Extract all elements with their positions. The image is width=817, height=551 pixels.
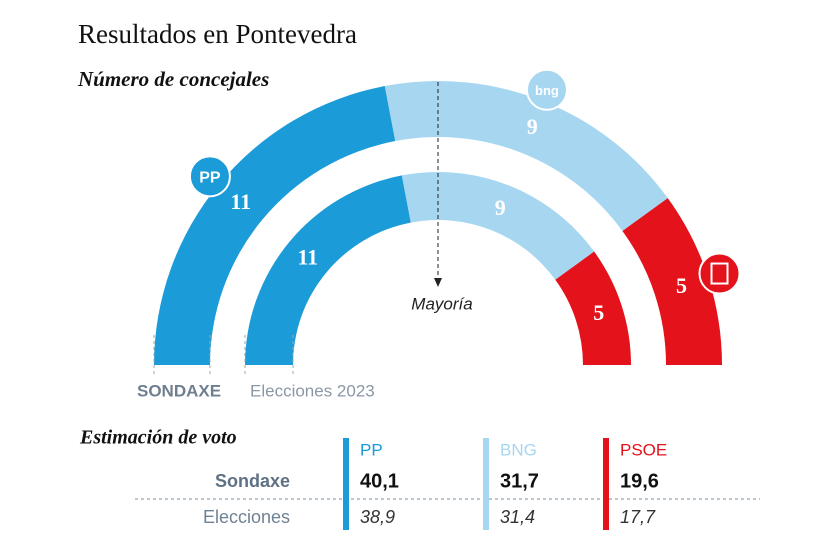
column-bar (343, 438, 349, 530)
seat-label: 11 (297, 244, 318, 269)
vote-value: 17,7 (620, 507, 656, 527)
row-label: Elecciones (203, 507, 290, 527)
column-header: BNG (500, 440, 537, 459)
majority-arrow (434, 278, 442, 287)
column-bar (603, 438, 609, 530)
row-label: Sondaxe (215, 471, 290, 491)
seat-label: 9 (527, 114, 538, 139)
party-logo-text: bng (535, 83, 559, 98)
column-bar (483, 438, 489, 530)
party-logo (525, 68, 568, 111)
seat-label: 9 (495, 195, 506, 220)
party-logo (188, 155, 231, 198)
vote-value: 19,6 (620, 470, 659, 492)
majority-label: Mayoría (411, 294, 472, 313)
seat-segment (622, 198, 722, 365)
seat-label: 5 (593, 300, 604, 325)
subtitle: Número de concejales (77, 67, 269, 91)
seat-segment (384, 81, 668, 231)
title: Resultados en Pontevedra (78, 19, 357, 49)
vote-value: 31,7 (500, 470, 539, 492)
table-title: Estimación de voto (79, 427, 237, 449)
seat-segment (154, 86, 396, 365)
party-logo (698, 252, 741, 295)
seat-segment (245, 175, 411, 365)
seat-segment (401, 171, 595, 280)
party-logo-text: PP (199, 170, 221, 187)
ring-label: Elecciones 2023 (250, 381, 375, 400)
vote-value: 40,1 (360, 470, 399, 492)
seat-label: 5 (676, 273, 687, 298)
column-header: PSOE (620, 440, 667, 459)
seat-label: 11 (230, 189, 251, 214)
vote-value: 38,9 (360, 507, 395, 527)
vote-value: 31,4 (500, 507, 535, 527)
ring-label: SONDAXE (137, 381, 221, 400)
column-header: PP (360, 440, 383, 459)
seat-segment (555, 251, 631, 365)
party-logo-icon (710, 262, 729, 285)
